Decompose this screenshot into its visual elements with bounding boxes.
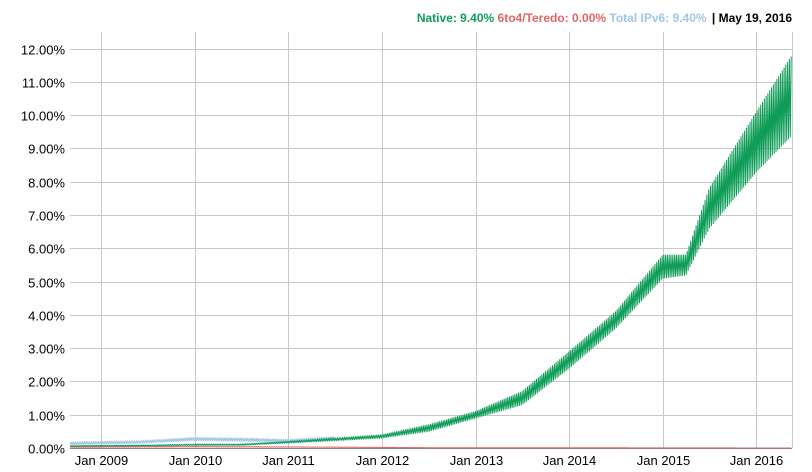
y-tick-label: 6.00%: [28, 242, 65, 257]
y-tick-label: 10.00%: [21, 109, 66, 124]
legend-native: Native: 9.40%: [417, 11, 498, 25]
y-tick-label: 11.00%: [22, 76, 66, 91]
x-tick-label: Jan 2009: [75, 453, 129, 468]
legend-date: May 19, 2016: [718, 11, 792, 25]
series-line-total-ipv6: [69, 436, 336, 446]
x-tick-label: Jan 2011: [262, 453, 315, 468]
legend-native-label: Native:: [416, 11, 457, 25]
x-tick-label: Jan 2010: [169, 453, 223, 468]
x-tick-label: Jan 2012: [356, 453, 410, 468]
legend-total-label: Total IPv6:: [609, 11, 670, 25]
x-tick-label: Jan 2016: [730, 453, 784, 468]
y-tick-label: 9.00%: [28, 142, 65, 157]
y-tick-label: 0.00%: [28, 442, 65, 457]
chart-legend: Native: 9.40% 6to4/Teredo: 0.00% Total I…: [417, 11, 792, 25]
legend-total-value: 9.40%: [672, 11, 707, 25]
legend-teredo-label: 6to4/Teredo:: [497, 11, 569, 25]
y-tick-label: 7.00%: [28, 209, 65, 224]
y-tick-label: 3.00%: [28, 342, 65, 357]
legend-teredo: 6to4/Teredo: 0.00%: [498, 11, 610, 25]
y-tick-label: 5.00%: [28, 276, 65, 291]
x-tick-label: Jan 2013: [450, 453, 504, 468]
y-tick-label: 1.00%: [28, 409, 65, 424]
y-tick-label: 2.00%: [28, 375, 65, 390]
series-line-native: [69, 56, 792, 447]
legend-total: Total IPv6: 9.40%: [609, 11, 710, 25]
series-line-6to4-teredo: [69, 445, 792, 449]
y-tick-label: 8.00%: [28, 176, 65, 191]
legend-teredo-value: 0.00%: [572, 11, 607, 25]
y-tick-label: 4.00%: [28, 309, 65, 324]
legend-separator: |: [711, 11, 716, 25]
x-tick-label: Jan 2015: [637, 453, 691, 468]
y-tick-label: 12.00%: [21, 43, 66, 58]
x-tick-label: Jan 2014: [543, 453, 597, 468]
legend-native-value: 9.40%: [460, 11, 495, 25]
